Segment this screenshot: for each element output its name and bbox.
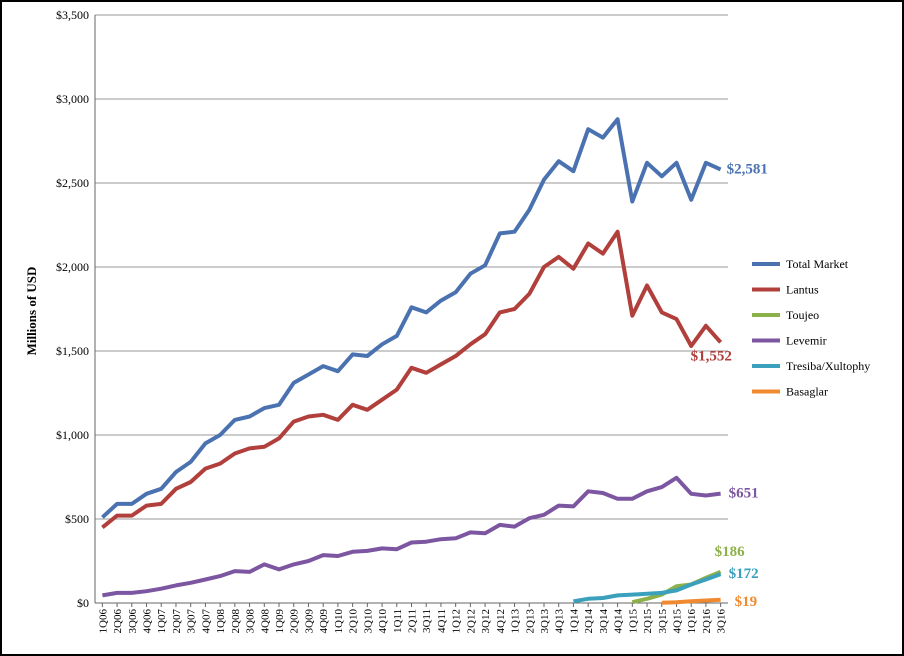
y-axis-label: Millions of USD xyxy=(24,267,39,356)
x-tick-label: 4Q11 xyxy=(436,609,448,633)
value-label: $172 xyxy=(729,566,759,582)
y-tick-label: $2,500 xyxy=(56,176,89,190)
x-tick-label: 4Q12 xyxy=(495,609,507,633)
value-label: $2,581 xyxy=(727,161,768,177)
x-tick-label: 3Q12 xyxy=(480,609,492,633)
x-tick-label: 4Q07 xyxy=(200,609,212,634)
series-line xyxy=(101,117,722,519)
value-label: $1,552 xyxy=(691,348,732,364)
legend-label: Toujeo xyxy=(786,308,819,322)
x-tick-label: 4Q08 xyxy=(259,609,271,634)
x-tick-label: 3Q14 xyxy=(598,609,610,634)
x-tick-label: 3Q06 xyxy=(127,609,139,634)
x-tick-label: 2Q16 xyxy=(701,609,713,634)
x-tick-label: 4Q14 xyxy=(613,609,625,634)
x-tick-label: 1Q10 xyxy=(333,609,345,634)
x-tick-label: 3Q16 xyxy=(716,609,728,634)
legend-label: Total Market xyxy=(786,257,849,271)
x-tick-label: 1Q06 xyxy=(97,609,109,634)
x-tick-label: 1Q12 xyxy=(451,609,463,633)
legend-label: Levemir xyxy=(786,334,827,348)
x-tick-label: 1Q08 xyxy=(215,609,227,634)
legend-label: Tresiba/Xultophy xyxy=(786,359,870,373)
x-tick-label: 2Q08 xyxy=(230,609,242,634)
x-tick-label: 2Q06 xyxy=(112,609,124,634)
legend-label: Basaglar xyxy=(786,385,828,399)
x-tick-label: 1Q09 xyxy=(274,609,286,634)
y-tick-label: $2,000 xyxy=(56,260,89,274)
y-tick-label: $1,500 xyxy=(56,344,89,358)
x-tick-label: 4Q13 xyxy=(554,609,566,634)
value-label: $19 xyxy=(735,594,758,610)
x-tick-label: 2Q15 xyxy=(642,609,654,634)
y-tick-label: $0 xyxy=(77,596,89,610)
series-line xyxy=(101,229,723,529)
x-tick-label: 2Q13 xyxy=(524,609,536,634)
x-tick-label: 2Q09 xyxy=(289,609,301,634)
x-tick-label: 1Q16 xyxy=(686,609,698,634)
x-tick-label: 3Q08 xyxy=(245,609,257,634)
value-label: $651 xyxy=(729,486,759,502)
x-tick-label: 1Q14 xyxy=(568,609,580,634)
x-tick-label: 4Q10 xyxy=(377,609,389,634)
x-tick-label: 3Q07 xyxy=(186,609,198,634)
y-tick-label: $3,500 xyxy=(56,8,89,22)
series-line xyxy=(102,475,721,598)
value-label: $186 xyxy=(715,544,746,560)
x-tick-label: 2Q10 xyxy=(348,609,360,634)
x-tick-label: 1Q07 xyxy=(156,609,168,634)
x-tick-label: 1Q15 xyxy=(627,609,639,634)
series-line xyxy=(631,569,722,605)
legend-label: Lantus xyxy=(786,283,819,297)
x-tick-label: 1Q13 xyxy=(510,609,522,634)
y-tick-label: $1,000 xyxy=(56,428,89,442)
x-tick-label: 3Q09 xyxy=(303,609,315,634)
y-tick-label: $500 xyxy=(65,512,89,526)
series-line xyxy=(661,597,721,605)
x-tick-label: 3Q13 xyxy=(539,609,551,634)
x-tick-label: 2Q14 xyxy=(583,609,595,634)
x-tick-label: 3Q15 xyxy=(657,609,669,634)
x-tick-label: 3Q11 xyxy=(421,609,433,633)
x-tick-label: 2Q12 xyxy=(465,609,477,633)
x-tick-label: 4Q15 xyxy=(671,609,683,634)
x-tick-label: 3Q10 xyxy=(362,609,374,634)
series-line xyxy=(573,572,722,604)
x-tick-label: 2Q07 xyxy=(171,609,183,634)
x-tick-label: 2Q11 xyxy=(407,609,419,633)
x-tick-label: 4Q06 xyxy=(142,609,154,634)
x-tick-label: 1Q11 xyxy=(392,609,404,633)
x-tick-label: 4Q09 xyxy=(318,609,330,634)
y-tick-label: $3,000 xyxy=(56,92,89,106)
